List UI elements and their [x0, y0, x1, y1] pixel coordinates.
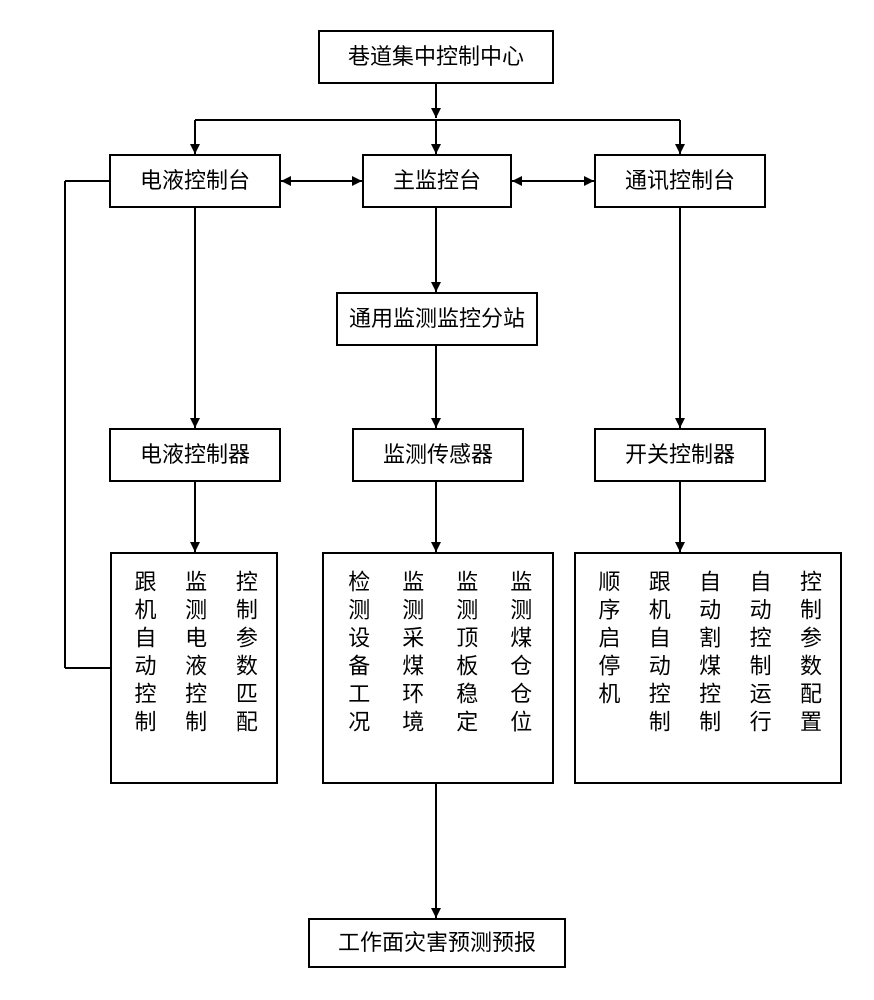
vcol-item: 监测采煤环境: [398, 570, 424, 766]
node-ctl-right-label: 开关控制器: [621, 435, 739, 476]
vcol-item: 监测电液控制: [181, 570, 207, 766]
node-col-left-label: 电液控制台: [136, 161, 254, 202]
group-left: 跟机自动控制监测电液控制控制参数匹配: [110, 552, 278, 784]
vcol-item: 自动控制运行: [745, 570, 771, 766]
node-ctl-left-label: 电液控制器: [136, 435, 254, 476]
node-col-left: 电液控制台: [109, 154, 281, 208]
node-col-right: 通讯控制台: [594, 154, 766, 208]
node-ctl-mid: 监测传感器: [352, 428, 524, 482]
node-root-label: 巷道集中控制中心: [344, 37, 528, 78]
vcol-item: 控制参数配置: [796, 570, 822, 766]
group-right: 顺序启停机跟机自动控制自动割煤控制自动控制运行控制参数配置: [574, 552, 842, 784]
node-ctl-right: 开关控制器: [594, 428, 766, 482]
vcol-item: 顺序启停机: [594, 570, 620, 766]
node-ctl-mid-label: 监测传感器: [379, 435, 497, 476]
group-mid: 检测设备工况 监测采煤环境 监测顶板稳定 监测煤仓仓位: [322, 552, 554, 784]
node-col-right-label: 通讯控制台: [621, 161, 739, 202]
node-col-mid-label: 主监控台: [389, 161, 485, 202]
vcol-item: 检测设备工况: [344, 570, 370, 766]
node-substation-label: 通用监测监控分站: [345, 299, 529, 340]
vcol-item: 自动割煤控制: [695, 570, 721, 766]
node-col-mid: 主监控台: [362, 154, 512, 208]
node-root: 巷道集中控制中心: [318, 30, 554, 84]
node-bottom-label: 工作面灾害预测预报: [334, 923, 540, 964]
vcol-item: 监测煤仓仓位: [506, 570, 532, 766]
vcol-item: 控制参数匹配: [231, 570, 257, 766]
node-substation: 通用监测监控分站: [336, 292, 538, 346]
node-ctl-left: 电液控制器: [109, 428, 281, 482]
vcol-item: 跟机自动控制: [130, 570, 156, 766]
vcol-item: 监测顶板稳定: [452, 570, 478, 766]
node-bottom: 工作面灾害预测预报: [308, 918, 566, 968]
connectors-svg: [0, 0, 874, 1000]
vcol-item: 跟机自动控制: [644, 570, 670, 766]
